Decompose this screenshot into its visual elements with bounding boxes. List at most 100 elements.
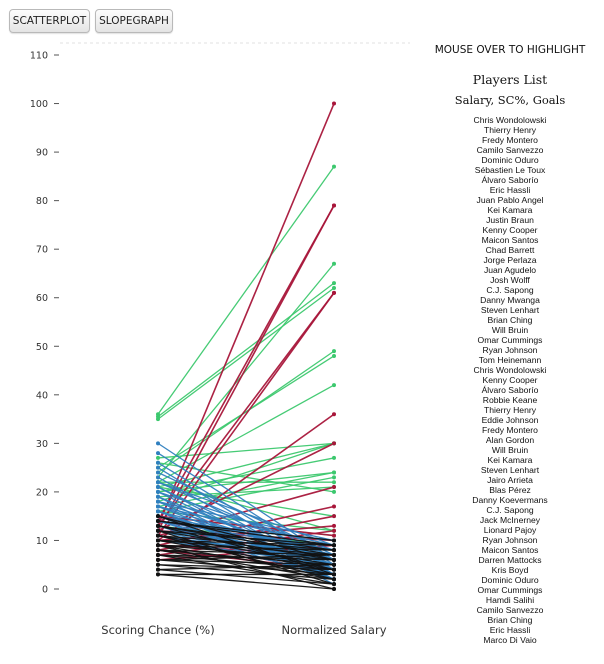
player-item[interactable]: Dominic Oduro	[481, 155, 539, 165]
player-item[interactable]: Brian Ching	[487, 315, 533, 325]
blue-point-left[interactable]	[156, 470, 160, 475]
black-point-left[interactable]	[156, 533, 160, 538]
black-point-left[interactable]	[156, 553, 160, 558]
black-point-left[interactable]	[156, 519, 160, 524]
player-item[interactable]: Josh Wolff	[490, 275, 530, 285]
black-point-right[interactable]	[332, 567, 336, 572]
black-point-right[interactable]	[332, 572, 336, 577]
black-point-left[interactable]	[156, 543, 160, 548]
player-item[interactable]: Alan Gordon	[485, 435, 535, 445]
red-slope-line[interactable]	[157, 292, 335, 527]
scatterplot-button[interactable]: SCATTERPLOT	[9, 9, 90, 33]
black-point-right[interactable]	[332, 562, 336, 567]
green-slope-line[interactable]	[157, 442, 335, 488]
player-item[interactable]: Jorge Perlaza	[483, 255, 537, 265]
player-item[interactable]: C.J. Sapong	[486, 505, 534, 515]
player-item[interactable]: Thierry Henry	[483, 405, 537, 415]
player-item[interactable]: Ryan Johnson	[482, 345, 538, 355]
player-item[interactable]: Will Bruin	[491, 325, 529, 335]
player-item[interactable]: Marco Di Vaio	[483, 635, 537, 645]
player-item[interactable]: Kei Kamara	[487, 455, 533, 465]
player-item[interactable]: Eric Hassli	[489, 185, 531, 195]
black-slope-line[interactable]	[157, 564, 335, 571]
red-point-right[interactable]	[332, 203, 336, 208]
black-slope-line[interactable]	[157, 554, 335, 561]
black-point-left[interactable]	[156, 572, 160, 577]
player-item[interactable]: Eddie Johnson	[481, 415, 539, 425]
player-item[interactable]: Tom Heinemann	[478, 355, 542, 365]
black-slope-line[interactable]	[157, 525, 335, 571]
green-point-right[interactable]	[332, 455, 336, 460]
player-item[interactable]: Steven Lenhart	[480, 305, 540, 315]
red-point-right[interactable]	[332, 528, 336, 533]
black-slope-line[interactable]	[157, 534, 335, 566]
green-point-right[interactable]	[332, 480, 336, 485]
black-point-left[interactable]	[156, 557, 160, 562]
red-point-right[interactable]	[332, 514, 336, 519]
black-point-right[interactable]	[332, 557, 336, 562]
player-item[interactable]: Fredy Montero	[482, 135, 538, 145]
blue-slope-line[interactable]	[157, 481, 335, 561]
black-point-left[interactable]	[156, 523, 160, 528]
black-point-right[interactable]	[332, 538, 336, 543]
blue-slope-line[interactable]	[157, 462, 335, 571]
blue-slope-line[interactable]	[157, 481, 335, 546]
black-point-left[interactable]	[156, 548, 160, 553]
blue-point-left[interactable]	[156, 441, 160, 446]
green-point-right[interactable]	[332, 353, 336, 358]
blue-slope-line[interactable]	[157, 505, 335, 546]
blue-point-left[interactable]	[156, 504, 160, 509]
black-slope-line[interactable]	[157, 573, 335, 590]
player-item[interactable]: Chad Barrett	[485, 245, 535, 255]
red-slope-line[interactable]	[157, 103, 335, 527]
black-slope-line[interactable]	[157, 554, 335, 585]
blue-point-left[interactable]	[156, 499, 160, 504]
black-point-left[interactable]	[156, 538, 160, 543]
player-item[interactable]: Fredy Montero	[482, 425, 538, 435]
player-item[interactable]: Chris Wondolowski	[473, 365, 547, 375]
player-item[interactable]: Kenny Cooper	[482, 375, 538, 385]
player-item[interactable]: Blas Pérez	[489, 485, 531, 495]
red-point-right[interactable]	[332, 504, 336, 509]
black-point-right[interactable]	[332, 582, 336, 587]
green-point-right[interactable]	[332, 281, 336, 286]
black-point-left[interactable]	[156, 514, 160, 519]
green-slope-line[interactable]	[157, 166, 335, 415]
player-item[interactable]: Lionard Pajoy	[483, 525, 537, 535]
red-point-right[interactable]	[332, 523, 336, 528]
player-item[interactable]: Will Bruin	[491, 445, 529, 455]
black-point-right[interactable]	[332, 553, 336, 558]
player-item[interactable]: Álvaro Saborío	[481, 175, 539, 185]
red-slope-line[interactable]	[157, 205, 335, 532]
red-point-right[interactable]	[332, 533, 336, 538]
player-item[interactable]: Eric Hassli	[489, 625, 531, 635]
green-point-right[interactable]	[332, 475, 336, 480]
player-item[interactable]: Sébastien Le Toux	[474, 165, 546, 175]
blue-point-left[interactable]	[156, 451, 160, 456]
black-slope-line[interactable]	[157, 549, 335, 556]
green-point-right[interactable]	[332, 164, 336, 169]
green-slope-line[interactable]	[157, 287, 335, 420]
green-slope-line[interactable]	[157, 384, 335, 483]
player-item[interactable]: Juan Pablo Angel	[476, 195, 544, 205]
blue-point-left[interactable]	[156, 485, 160, 490]
black-slope-line[interactable]	[157, 544, 335, 576]
black-point-right[interactable]	[332, 577, 336, 582]
green-point-right[interactable]	[332, 349, 336, 354]
black-slope-line[interactable]	[157, 525, 335, 556]
green-point-right[interactable]	[332, 383, 336, 388]
red-point-right[interactable]	[332, 290, 336, 295]
black-point-left[interactable]	[156, 567, 160, 572]
red-slope-line[interactable]	[157, 486, 335, 537]
player-item[interactable]: Maicon Santos	[481, 545, 539, 555]
black-point-right[interactable]	[332, 587, 336, 591]
slopegraph-button[interactable]: SLOPEGRAPH	[95, 9, 173, 33]
black-slope-line[interactable]	[157, 515, 335, 576]
black-slope-line[interactable]	[157, 564, 335, 580]
blue-point-left[interactable]	[156, 465, 160, 470]
green-point-right[interactable]	[332, 489, 336, 494]
player-item[interactable]: Jairo Arrieta	[487, 475, 533, 485]
black-slope-line[interactable]	[157, 520, 335, 542]
blue-point-left[interactable]	[156, 475, 160, 480]
red-slope-line[interactable]	[157, 442, 335, 532]
